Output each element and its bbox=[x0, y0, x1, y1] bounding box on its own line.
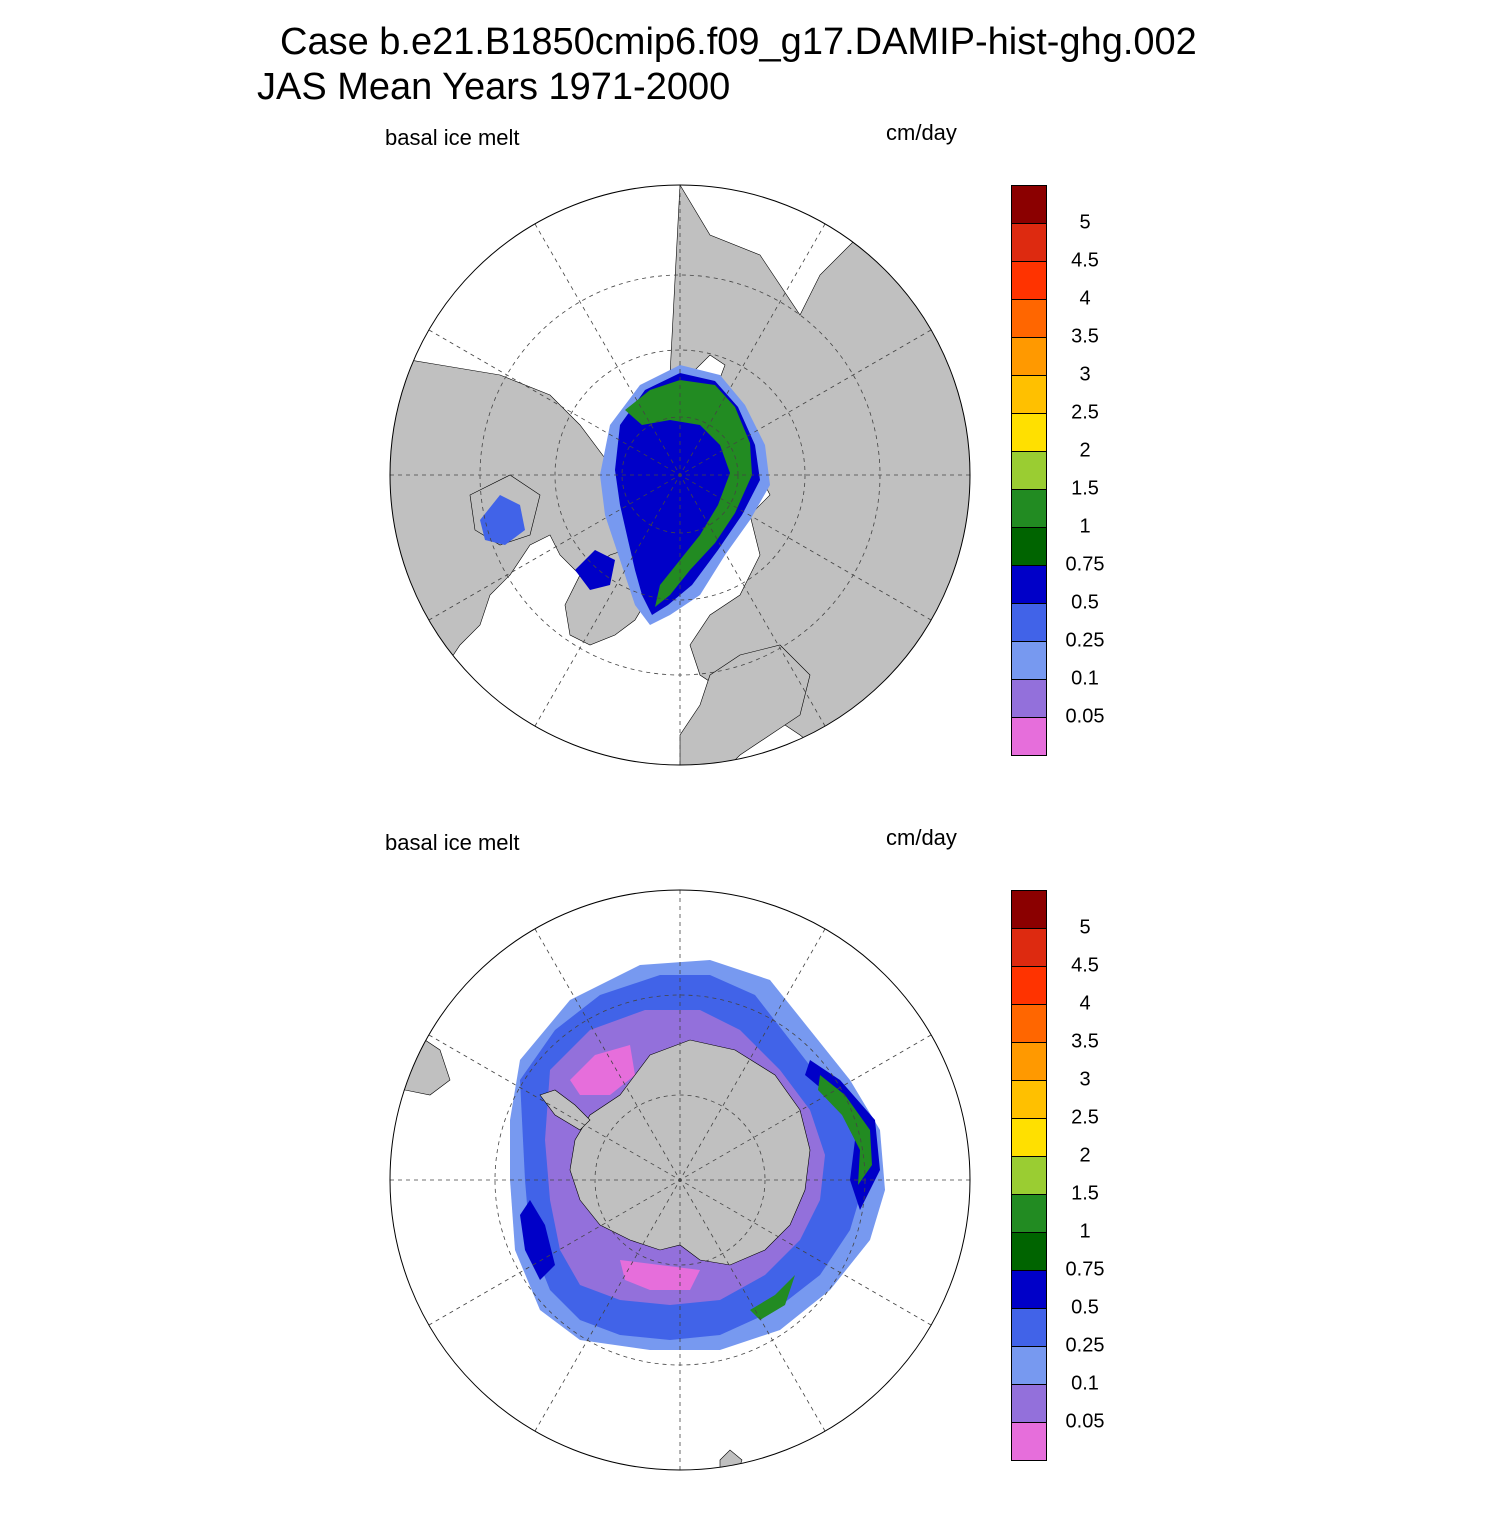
north-colorbar-label: 0.5 bbox=[1071, 591, 1099, 614]
north-colorbar-swatch bbox=[1011, 300, 1047, 338]
north-graticule bbox=[390, 185, 970, 765]
south-units-label: cm/day bbox=[886, 825, 957, 850]
north-melt-core-blue bbox=[630, 425, 725, 580]
south-colorbar-label: 0.05 bbox=[1065, 1410, 1105, 1433]
south-polar-panel: basal ice melt cm/day bbox=[0, 820, 1500, 1525]
north-colorbar: 5 4.5 4 3.5 3 2.5 2 1.5 1 0.75 0.5 0.25 0.1 0.05 bbox=[1011, 185, 1104, 756]
north-melt-hudson-bay bbox=[480, 495, 525, 545]
north-polar-panel: basal ice melt cm/day bbox=[0, 115, 1500, 820]
south-land-africa-tip bbox=[719, 1449, 743, 1470]
south-colorbar-label: 0.5 bbox=[1071, 1296, 1099, 1319]
north-units-label: cm/day bbox=[886, 120, 957, 145]
north-map-border bbox=[389, 184, 971, 766]
south-colorbar-label: 2.5 bbox=[1071, 1106, 1099, 1129]
north-colorbar-label: 1.5 bbox=[1071, 477, 1099, 500]
plot-title-period: JAS Mean Years 1971-2000 bbox=[257, 66, 731, 108]
south-colorbar-swatch bbox=[1011, 890, 1047, 929]
south-colorbar-label: 0.1 bbox=[1071, 1372, 1099, 1395]
north-colorbar-swatch bbox=[1011, 604, 1047, 642]
south-colorbar-swatch bbox=[1011, 1385, 1047, 1423]
north-colorbar-swatch bbox=[1011, 680, 1047, 718]
north-colorbar-label: 2 bbox=[1079, 439, 1091, 462]
plot-title-case: Case b.e21.B1850cmip6.f09_g17.DAMIP-hist… bbox=[280, 21, 1197, 63]
south-colorbar-swatch bbox=[1011, 1005, 1047, 1043]
north-colorbar-label: 1 bbox=[1079, 515, 1091, 538]
south-melt-green-south bbox=[750, 1275, 795, 1320]
south-polar-map bbox=[389, 889, 971, 1471]
north-colorbar-label: 0.75 bbox=[1065, 553, 1105, 576]
south-colorbar: 5 4.5 4 3.5 3 2.5 2 1.5 1 0.75 0.5 0.25 0.1 0.05 bbox=[1011, 890, 1104, 1461]
south-colorbar-label: 4 bbox=[1079, 992, 1091, 1015]
north-colorbar-label: 3.5 bbox=[1071, 325, 1099, 348]
north-colorbar-swatch bbox=[1011, 642, 1047, 680]
south-melt-green-east bbox=[818, 1075, 872, 1185]
north-melt-green bbox=[625, 380, 752, 607]
north-colorbar-swatch bbox=[1011, 376, 1047, 414]
south-colorbar-label: 5 bbox=[1079, 916, 1091, 939]
south-colorbar-swatch bbox=[1011, 929, 1047, 967]
north-colorbar-label: 0.25 bbox=[1065, 629, 1105, 652]
south-colorbar-swatch bbox=[1011, 1347, 1047, 1385]
south-melt-pink-ross bbox=[570, 1045, 635, 1095]
north-colorbar-swatch bbox=[1011, 452, 1047, 490]
north-colorbar-swatch bbox=[1011, 490, 1047, 528]
south-colorbar-label: 2 bbox=[1079, 1144, 1091, 1167]
south-colorbar-label: 4.5 bbox=[1071, 954, 1099, 977]
south-colorbar-swatch bbox=[1011, 1157, 1047, 1195]
south-colorbar-swatch bbox=[1011, 1233, 1047, 1271]
north-colorbar-label: 2.5 bbox=[1071, 401, 1099, 424]
south-variable-label: basal ice melt bbox=[385, 830, 520, 855]
south-colorbar-swatch bbox=[1011, 1309, 1047, 1347]
south-map-border bbox=[389, 889, 971, 1471]
north-colorbar-swatch bbox=[1011, 262, 1047, 300]
south-colorbar-swatch bbox=[1011, 1423, 1047, 1461]
north-colorbar-swatch bbox=[1011, 528, 1047, 566]
south-colorbar-swatch bbox=[1011, 1119, 1047, 1157]
south-colorbar-label: 3.5 bbox=[1071, 1030, 1099, 1053]
south-colorbar-swatch bbox=[1011, 1081, 1047, 1119]
south-colorbar-label: 0.25 bbox=[1065, 1334, 1105, 1357]
north-colorbar-swatch bbox=[1011, 566, 1047, 604]
south-colorbar-label: 3 bbox=[1079, 1068, 1091, 1091]
north-polar-map bbox=[389, 184, 971, 766]
south-colorbar-label: 0.75 bbox=[1065, 1258, 1105, 1281]
south-graticule bbox=[390, 890, 970, 1470]
south-colorbar-swatch bbox=[1011, 1271, 1047, 1309]
north-colorbar-label: 0.05 bbox=[1065, 705, 1105, 728]
south-colorbar-swatch bbox=[1011, 967, 1047, 1005]
north-colorbar-label: 4 bbox=[1079, 287, 1091, 310]
north-colorbar-label: 4.5 bbox=[1071, 249, 1099, 272]
south-colorbar-swatch bbox=[1011, 1043, 1047, 1081]
north-colorbar-label: 3 bbox=[1079, 363, 1091, 386]
south-land-peninsula bbox=[539, 1089, 591, 1131]
north-variable-label: basal ice melt bbox=[385, 125, 520, 150]
north-colorbar-swatch bbox=[1011, 224, 1047, 262]
north-colorbar-label: 0.1 bbox=[1071, 667, 1099, 690]
north-melt-baffin bbox=[575, 550, 615, 590]
north-colorbar-swatch bbox=[1011, 338, 1047, 376]
south-colorbar-label: 1 bbox=[1079, 1220, 1091, 1243]
north-colorbar-swatch bbox=[1011, 414, 1047, 452]
north-colorbar-swatch bbox=[1011, 718, 1047, 756]
north-colorbar-swatch bbox=[1011, 185, 1047, 224]
south-colorbar-label: 1.5 bbox=[1071, 1182, 1099, 1205]
south-colorbar-swatch bbox=[1011, 1195, 1047, 1233]
north-land-europe bbox=[679, 644, 811, 765]
north-colorbar-label: 5 bbox=[1079, 211, 1091, 234]
south-melt-dark-blue-west bbox=[520, 1200, 555, 1280]
